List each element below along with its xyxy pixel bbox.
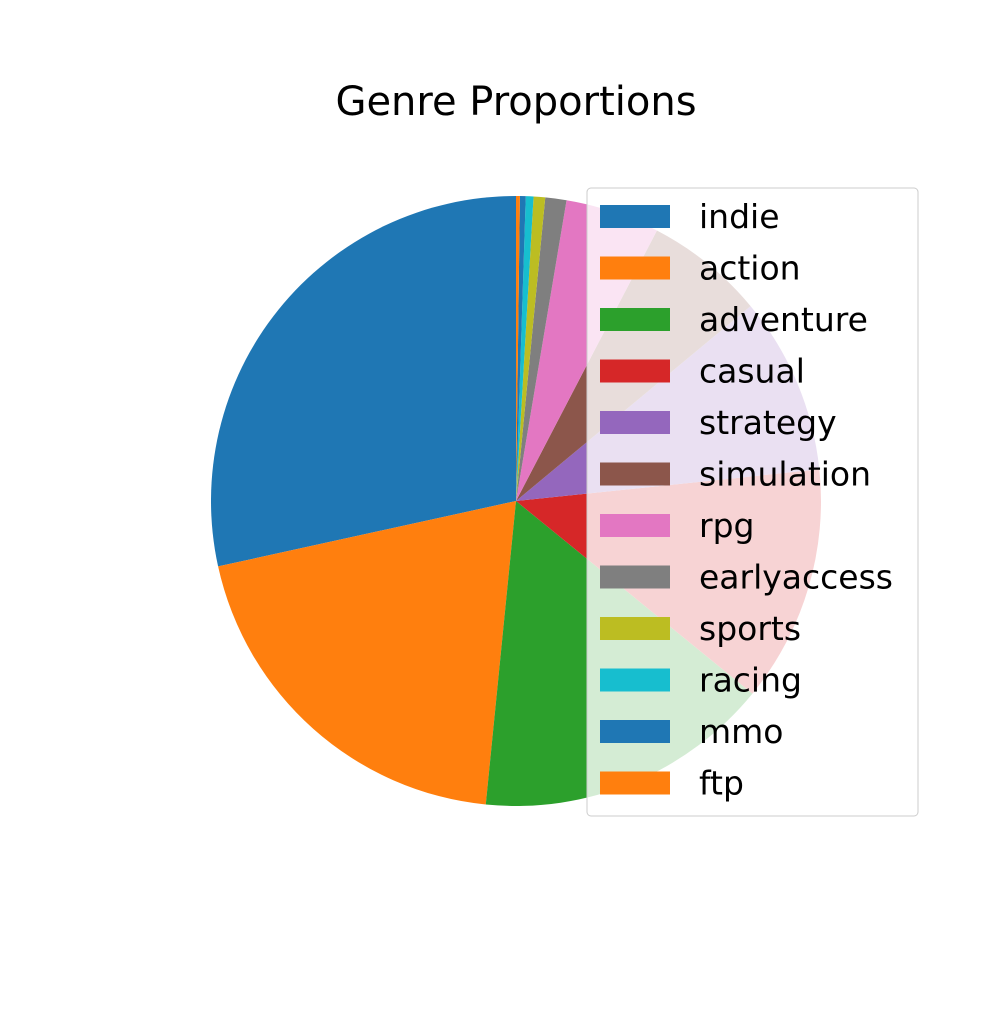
legend-label-mmo: mmo [699,712,783,751]
legend-label-racing: racing [699,661,802,700]
legend-label-ftp: ftp [699,764,744,803]
legend-label-adventure: adventure [699,300,868,339]
legend: indie action adventure casual strategy simula… [586,187,919,817]
legend-swatch-casual [600,359,670,383]
pie-slice-earlyaccess [516,197,567,501]
pie-slice-action [218,501,516,805]
pie-slice-ftp [516,196,520,501]
legend-swatch-racing [600,668,670,692]
legend-label-rpg: rpg [699,506,754,545]
pie-slice-indie [211,196,516,567]
legend-label-strategy: strategy [699,403,837,442]
legend-label-earlyaccess: earlyaccess [699,558,893,597]
pie-slice-racing [516,196,534,501]
legend-swatch-simulation [600,462,670,486]
pie-slice-sports [516,196,546,501]
pie-slice-mmo [516,196,526,501]
legend-label-simulation: simulation [699,455,871,494]
legend-swatch-strategy [600,411,670,434]
legend-swatch-sports [600,617,670,640]
legend-swatch-rpg [600,514,670,537]
legend-swatch-action [600,256,670,280]
legend-label-indie: indie [699,197,780,236]
legend-swatch-earlyaccess [600,565,670,589]
legend-label-sports: sports [699,609,801,648]
legend-items: indie action adventure casual strategy simula… [600,197,893,803]
legend-swatch-mmo [600,720,670,743]
chart-title: Genre Proportions [335,79,696,125]
legend-frame [586,187,919,817]
legend-label-action: action [699,249,801,288]
legend-swatch-adventure [600,308,670,331]
legend-swatch-ftp [600,771,670,795]
legend-swatch-indie [600,205,670,228]
legend-label-casual: casual [699,352,805,391]
